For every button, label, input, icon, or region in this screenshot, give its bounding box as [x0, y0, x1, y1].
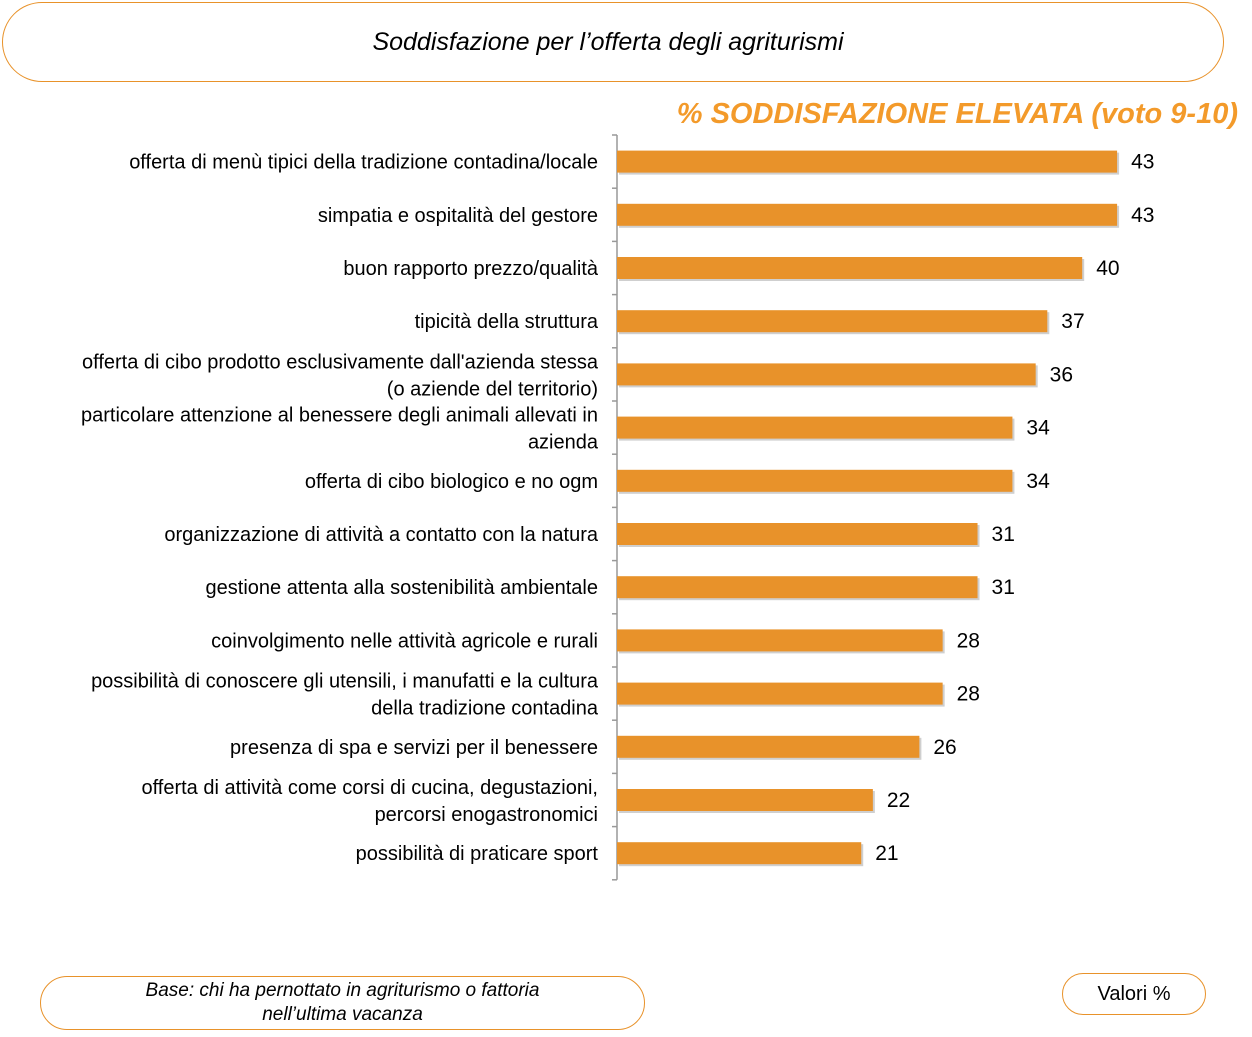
category-label: coinvolgimento nelle attività agricole e…	[211, 630, 598, 652]
bar	[617, 203, 1118, 226]
bar	[617, 629, 943, 652]
category-label: azienda	[528, 432, 599, 454]
bar-chart: 43 offerta di menù tipici della tradizion…	[81, 134, 1154, 881]
category-label: percorsi enogastronomici	[375, 804, 598, 826]
bar	[617, 257, 1083, 279]
chart-subtitle: % SODDISFAZIONE ELEVATA (voto 9-10)	[676, 98, 1238, 130]
bar	[617, 310, 1048, 333]
data-label: 26	[933, 736, 956, 759]
data-label: 40	[1096, 257, 1119, 280]
category-label: simpatia e ospitalità del gestore	[318, 205, 598, 227]
category-label: presenza di spa e servizi per il benesse…	[230, 737, 598, 759]
category-label: offerta di attività come corsi di cucina…	[141, 777, 598, 799]
category-label: organizzazione di attività a contatto co…	[164, 524, 598, 546]
data-label: 36	[1050, 363, 1073, 386]
data-label: 22	[887, 789, 910, 812]
category-label: (o aziende del territorio)	[387, 378, 598, 400]
bar	[617, 682, 943, 705]
category-label: offerta di menù tipici della tradizione …	[129, 152, 598, 174]
base-note-box: Base: chi ha pernottato in agriturismo o…	[40, 976, 645, 1030]
base-note-line-2: nell’ultima vacanza	[262, 1004, 423, 1025]
bar	[617, 576, 978, 599]
data-label: 28	[957, 683, 980, 706]
data-label: 28	[957, 629, 980, 652]
data-label: 31	[992, 523, 1015, 546]
bar	[617, 363, 1036, 386]
values-unit-badge: Valori %	[1062, 973, 1206, 1015]
data-label: 43	[1131, 151, 1154, 174]
bar	[617, 150, 1118, 173]
data-label: 21	[875, 842, 898, 865]
category-label: possibilità di conoscere gli utensili, i…	[91, 671, 599, 693]
data-label: 34	[1026, 417, 1050, 440]
category-label: offerta di cibo prodotto esclusivamente …	[82, 351, 599, 373]
chart-title: Soddisfazione per l’offerta degli agritu…	[372, 27, 844, 56]
bar	[617, 735, 920, 758]
category-label: buon rapporto prezzo/qualità	[343, 258, 598, 280]
category-label: offerta di cibo biologico e no ogm	[305, 471, 598, 493]
data-label: 43	[1131, 204, 1154, 227]
bar	[617, 789, 873, 811]
title-box: Soddisfazione per l’offerta degli agritu…	[2, 2, 1224, 82]
category-label: gestione attenta alla sostenibilità ambi…	[206, 577, 598, 599]
bar	[617, 416, 1013, 439]
bar	[617, 842, 862, 865]
data-label: 37	[1061, 310, 1084, 333]
category-label: della tradizione contadina	[371, 698, 599, 720]
category-label: tipicità della struttura	[415, 311, 599, 333]
data-label: 34	[1026, 470, 1050, 493]
base-note-line-1: Base: chi ha pernottato in agriturismo o…	[145, 980, 540, 1001]
category-label: particolare attenzione al benessere degl…	[81, 405, 598, 427]
bar	[617, 469, 1013, 492]
data-label: 31	[992, 576, 1015, 599]
bar	[617, 523, 978, 545]
category-label: possibilità di praticare sport	[356, 843, 599, 865]
